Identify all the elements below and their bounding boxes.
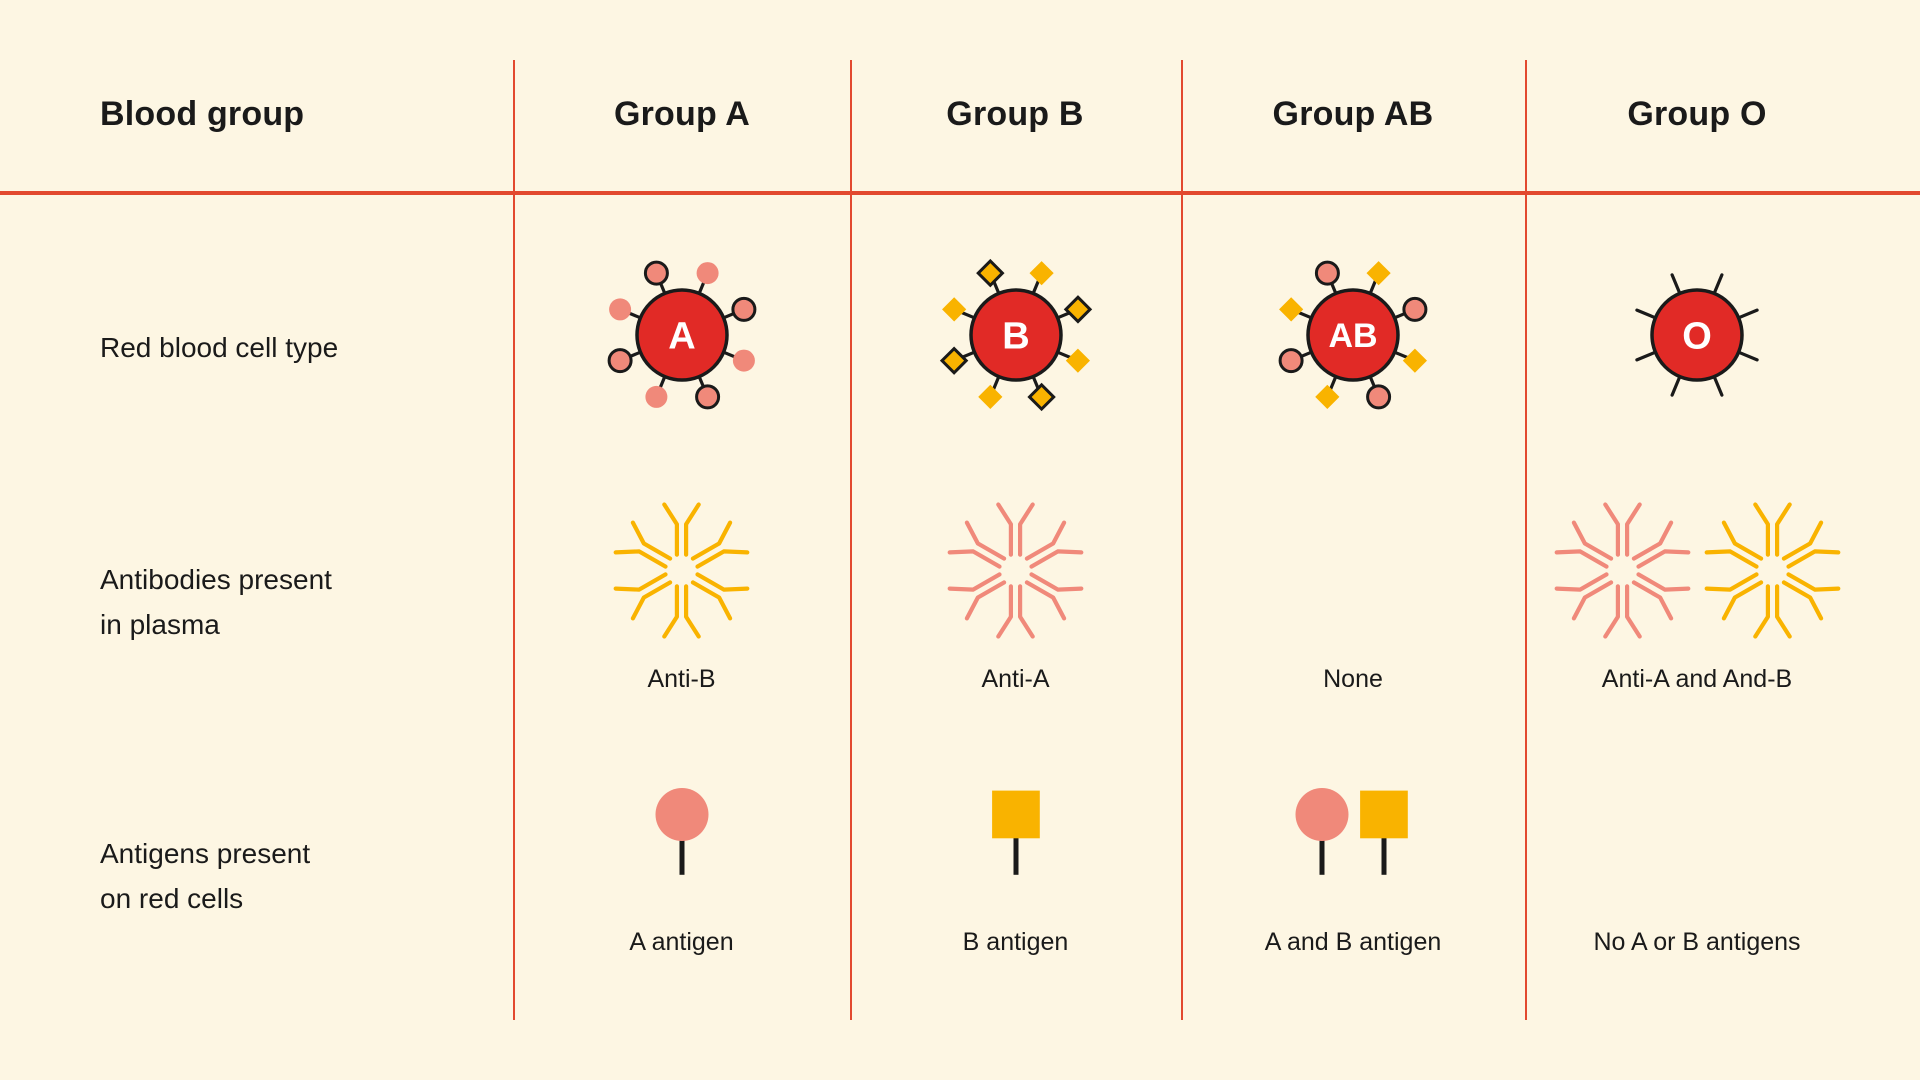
svg-text:O: O xyxy=(1682,316,1712,358)
svg-text:A: A xyxy=(668,316,695,358)
svg-text:B: B xyxy=(1002,316,1029,358)
svg-text:AB: AB xyxy=(1328,317,1377,355)
